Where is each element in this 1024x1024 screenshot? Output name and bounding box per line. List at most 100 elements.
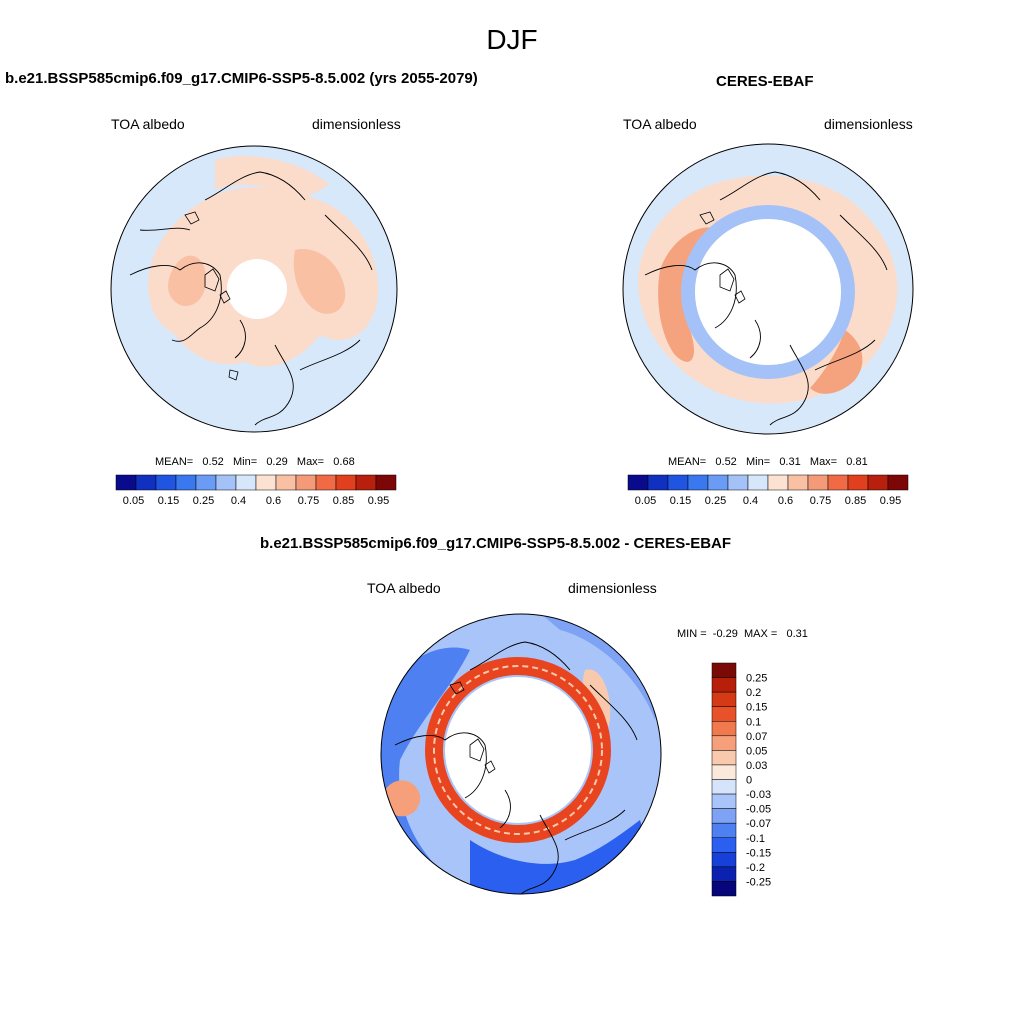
cb1-tick-label: 0.75 bbox=[298, 495, 319, 507]
panel1-min: 0.29 bbox=[266, 456, 288, 468]
panel2-max-label: Max= bbox=[809, 456, 838, 468]
cb2-swatch bbox=[807, 474, 829, 491]
map2-ice-ring bbox=[681, 205, 855, 379]
cb2-tick-label: 0.15 bbox=[670, 495, 691, 507]
panel3-min-label: MIN = bbox=[677, 628, 707, 640]
cb1-swatch bbox=[215, 474, 237, 491]
panel3-max-label: MAX = bbox=[743, 628, 778, 640]
cb1-swatch bbox=[375, 474, 397, 491]
cb2-swatch bbox=[627, 474, 649, 491]
season-title: DJF bbox=[486, 24, 538, 55]
panel3-min: -0.29 bbox=[712, 628, 738, 640]
map2-coastline bbox=[644, 171, 888, 426]
panel1-min-label: Min= bbox=[232, 456, 258, 468]
cb2-swatch bbox=[787, 474, 809, 491]
map3-boundary bbox=[380, 613, 662, 895]
cb2-tick-label: 0.95 bbox=[880, 495, 901, 507]
cb3-swatch bbox=[711, 750, 737, 766]
cb1-swatch bbox=[315, 474, 337, 491]
colorbar-panel3: 0.25 0.2 0.15 0.1 0.07 0.05 0.03 0 -0.03 -0.05 -0.… bbox=[711, 662, 771, 897]
cb3-swatch bbox=[711, 735, 737, 751]
cb1-tick-label: 0.15 bbox=[158, 495, 179, 507]
panel1-mean: 0.52 bbox=[202, 456, 224, 468]
panel2-stats: MEAN= 0.52 Min= 0.31 Max= 0.81 bbox=[668, 456, 868, 468]
cb2-swatch bbox=[867, 474, 889, 491]
cb2-swatch bbox=[667, 474, 689, 491]
cb1-swatch bbox=[335, 474, 357, 491]
cb1-swatch bbox=[175, 474, 197, 491]
panel1-title: b.e21.BSSP585cmip6.f09_g17.CMIP6-SSP5-8.… bbox=[5, 70, 478, 87]
cb3-tick-label: 0.25 bbox=[746, 673, 767, 685]
cb1-tick-label: 0.6 bbox=[266, 495, 281, 507]
map2-boundary bbox=[622, 143, 914, 435]
cb3-swatch bbox=[711, 881, 737, 897]
map1-land-albedo-region-2 bbox=[215, 156, 330, 200]
cb1-swatch bbox=[255, 474, 277, 491]
cb2-tick-label: 0.75 bbox=[810, 495, 831, 507]
cb3-tick-label: -0.15 bbox=[746, 847, 771, 859]
cb2-swatch bbox=[887, 474, 909, 491]
cb3-tick-label: 0.2 bbox=[746, 687, 761, 699]
cb3-tick-label: -0.2 bbox=[746, 862, 765, 874]
panel2-units: dimensionless bbox=[824, 116, 913, 132]
map3-coastline bbox=[394, 641, 638, 894]
cb3-tick-label: -0.1 bbox=[746, 833, 765, 845]
map2-coastline-islands bbox=[699, 211, 746, 304]
cb3-tick-label: -0.25 bbox=[746, 876, 771, 888]
cb3-swatch bbox=[711, 662, 737, 678]
map2-high-albedo-band bbox=[658, 227, 720, 362]
cb1-tick-label: 0.25 bbox=[193, 495, 214, 507]
panel1-variable: TOA albedo bbox=[111, 116, 185, 132]
cb2-tick-label: 0.25 bbox=[705, 495, 726, 507]
panel3-stats: MIN = -0.29 MAX = 0.31 bbox=[677, 628, 808, 640]
cb1-tick-label: 0.05 bbox=[123, 495, 144, 507]
panel1-units: dimensionless bbox=[312, 116, 401, 132]
cb1-swatch bbox=[135, 474, 157, 491]
cb3-tick-label: 0.1 bbox=[746, 716, 761, 728]
cb2-swatch bbox=[727, 474, 749, 491]
panel3-variable: TOA albedo bbox=[367, 580, 441, 596]
panel2-variable: TOA albedo bbox=[623, 116, 697, 132]
cb1-swatch bbox=[155, 474, 177, 491]
cb2-swatch bbox=[827, 474, 849, 491]
cb3-tick-label: 0.03 bbox=[746, 760, 767, 772]
map1-coastline-islands bbox=[184, 211, 239, 381]
cb3-tick-label: -0.05 bbox=[746, 804, 771, 816]
cb3-tick-label: 0.07 bbox=[746, 731, 767, 743]
panel3-max: 0.31 bbox=[786, 628, 808, 640]
panel1-mean-label: MEAN= bbox=[155, 456, 194, 468]
cb2-swatch bbox=[707, 474, 729, 491]
panel1-max-label: Max= bbox=[296, 456, 325, 468]
map1-polar-plot bbox=[110, 145, 398, 433]
cb2-swatch bbox=[687, 474, 709, 491]
map3-positive-patch bbox=[383, 780, 421, 817]
map2-polar-hole bbox=[695, 219, 841, 365]
map1-high-albedo-patch-2 bbox=[293, 249, 346, 314]
map1-coastline bbox=[129, 171, 373, 426]
panel3-units: dimensionless bbox=[568, 580, 657, 596]
cb1-swatch bbox=[195, 474, 217, 491]
cb1-tick-label: 0.95 bbox=[368, 495, 389, 507]
panel2-mean: 0.52 bbox=[715, 456, 737, 468]
cb2-tick-label: 0.05 bbox=[635, 495, 656, 507]
panel2-min: 0.31 bbox=[779, 456, 801, 468]
panel2-title: CERES-EBAF bbox=[716, 73, 814, 90]
cb2-swatch bbox=[847, 474, 869, 491]
map1-polar-hole bbox=[227, 259, 287, 319]
cb3-swatch bbox=[711, 706, 737, 722]
cb2-swatch bbox=[747, 474, 769, 491]
map2-high-albedo-band-2 bbox=[810, 330, 863, 394]
colorbar-panel2: 0.05 0.15 0.25 0.4 0.6 0.75 0.85 0.95 bbox=[627, 474, 909, 507]
cb1-tick-label: 0.85 bbox=[333, 495, 354, 507]
cb1-swatch bbox=[235, 474, 257, 491]
map3-polar-plot bbox=[380, 613, 662, 895]
panel3-title: b.e21.BSSP585cmip6.f09_g17.CMIP6-SSP5-8.… bbox=[260, 535, 732, 552]
map3-ring-texture bbox=[433, 665, 603, 835]
map3-polar-hole bbox=[445, 677, 591, 823]
cb2-tick-label: 0.85 bbox=[845, 495, 866, 507]
cb1-swatch bbox=[355, 474, 377, 491]
map1-boundary bbox=[110, 145, 398, 433]
panel1-max: 0.68 bbox=[333, 456, 355, 468]
panel2-mean-label: MEAN= bbox=[668, 456, 707, 468]
